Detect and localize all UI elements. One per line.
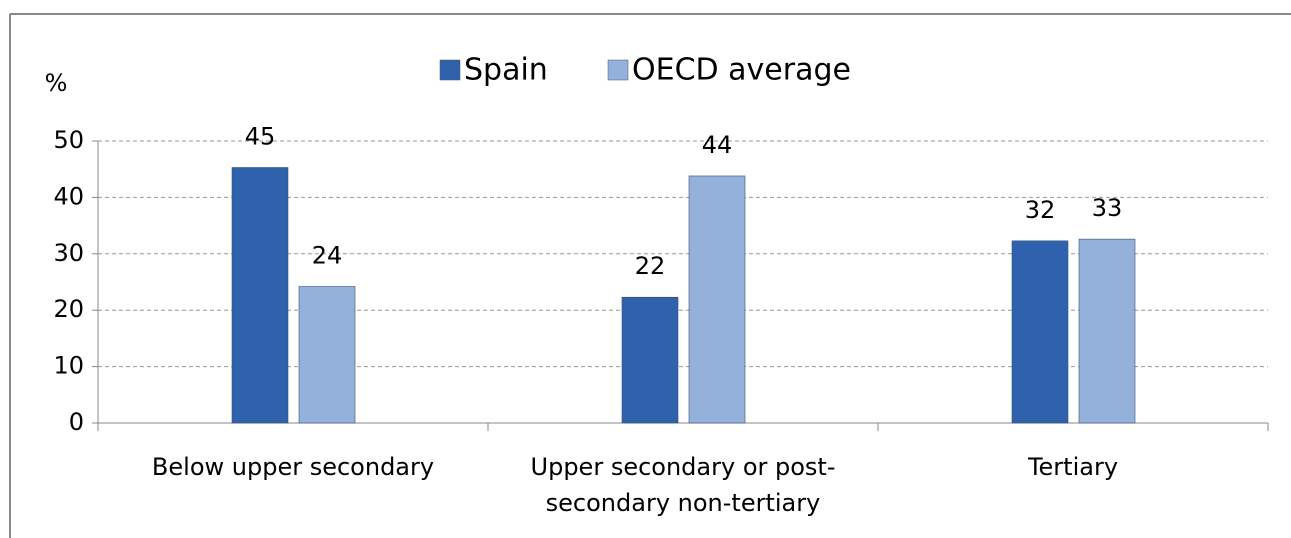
legend-swatch [607, 59, 629, 81]
bar [298, 286, 356, 424]
x-tick-label: Below upper secondary [151, 453, 435, 481]
bar [621, 296, 679, 424]
y-axis-label: % [45, 69, 68, 97]
y-tick-label: 0 [69, 408, 84, 436]
legend-swatch [439, 59, 461, 81]
legend-label: OECD average [632, 53, 851, 88]
bar [1011, 240, 1069, 424]
y-tick-label: 20 [53, 295, 84, 323]
data-label: 24 [312, 242, 343, 270]
data-label: 32 [1025, 196, 1056, 224]
legend-label: Spain [464, 53, 548, 88]
bar [688, 175, 746, 424]
data-label: 22 [635, 252, 666, 280]
x-tick-label: Upper secondary or post-secondary non-te… [530, 453, 836, 517]
data-label: 45 [245, 123, 276, 151]
data-label: 33 [1092, 194, 1123, 222]
y-tick-label: 30 [53, 239, 84, 267]
bar [231, 167, 289, 424]
y-tick-label: 50 [53, 126, 84, 154]
bar [1078, 238, 1136, 424]
x-tick-label: Tertiary [1027, 453, 1119, 481]
data-label: 44 [702, 131, 733, 159]
y-tick-label: 40 [53, 182, 84, 210]
y-tick-label: 10 [53, 352, 84, 380]
